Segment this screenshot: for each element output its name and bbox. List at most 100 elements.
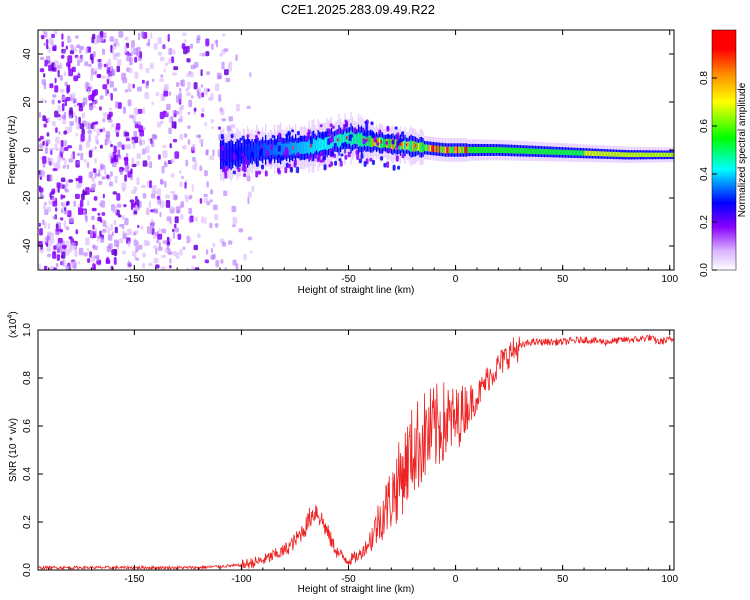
ridge-core [506, 147, 508, 154]
heatmap-cell [236, 103, 240, 112]
heatmap-cell [182, 145, 187, 150]
heatmap-blob [348, 134, 352, 142]
heatmap-cell [163, 68, 166, 73]
heatmap-cell [181, 175, 184, 179]
heatmap-cell [137, 86, 142, 92]
heatmap-cell [88, 94, 93, 101]
heatmap-cell [159, 111, 165, 120]
heatmap-cell [169, 264, 172, 269]
heatmap-cell [76, 161, 80, 165]
heatmap-cell [60, 201, 64, 206]
heatmap-cell [138, 244, 143, 250]
ridge-core [594, 151, 597, 157]
heatmap-blob [369, 157, 373, 162]
heatmap-cell [38, 241, 43, 247]
heatmap-cell [53, 245, 57, 250]
heatmap-cell [81, 128, 85, 135]
ridge-core [393, 139, 396, 149]
x-tick-label: -50 [341, 274, 356, 285]
heatmap-cell [130, 174, 133, 181]
heatmap-cell [187, 125, 191, 129]
heatmap-blob [224, 173, 228, 179]
ridge-core [302, 141, 304, 154]
ridge-core [534, 148, 537, 155]
heatmap-cell [54, 231, 60, 236]
heatmap-cell [46, 132, 50, 137]
heatmap-blob [277, 169, 281, 175]
ridge-core [248, 145, 250, 159]
ridge-core [639, 152, 641, 157]
ridge-core [623, 152, 625, 157]
heatmap-cell [51, 33, 55, 38]
ridge-core [498, 147, 501, 153]
heatmap-cell [198, 134, 201, 139]
heatmap-cell [222, 33, 226, 37]
ridge-core [630, 152, 632, 158]
ridge-core [645, 152, 647, 158]
snr-x-axis: -150 -100 -50 0 50 100 [48, 330, 678, 585]
heatmap-cell [224, 69, 229, 76]
colorbar-tick-label: 0.8 [699, 71, 710, 85]
heatmap-blob [386, 125, 390, 132]
ridge-core [354, 134, 357, 144]
heatmap-cell [180, 79, 183, 86]
ridge-core [274, 142, 276, 157]
ridge-core [383, 139, 385, 148]
heatmap-cell [169, 220, 172, 224]
heatmap-cell [59, 147, 65, 154]
heatmap-cell [45, 39, 49, 44]
heatmap-cell [206, 181, 209, 188]
ridge-core [653, 152, 655, 157]
ridge-core [467, 146, 469, 153]
heatmap-cell [131, 40, 135, 48]
heatmap-cell [203, 197, 209, 203]
heatmap-cell [112, 44, 117, 50]
ridge-core [509, 147, 511, 154]
heatmap-blob [365, 132, 369, 138]
heatmap-cell [200, 113, 205, 118]
heatmap-cell [42, 156, 47, 164]
heatmap-cell [133, 210, 138, 215]
ridge-core [223, 147, 225, 163]
heatmap-cell [113, 219, 117, 226]
ridge-core [531, 148, 534, 154]
heatmap-cell [44, 59, 48, 67]
heatmap-cell [205, 38, 210, 47]
heatmap-cell [66, 164, 70, 170]
y-tick-label: -40 [22, 238, 33, 253]
heatmap-cell [215, 83, 220, 91]
heatmap-cell [183, 39, 187, 43]
heatmap-blob [246, 138, 250, 144]
heatmap-cell [108, 181, 113, 187]
heatmap-cell [215, 260, 220, 268]
heatmap-blob [285, 149, 289, 156]
heatmap-cell [43, 42, 47, 46]
heatmap-cell [74, 250, 78, 257]
heatmap-cell [91, 177, 95, 183]
ridge-core [459, 146, 462, 154]
ridge-core [495, 147, 498, 153]
heatmap-cell [144, 91, 150, 99]
heatmap-blob [255, 170, 259, 178]
heatmap-cell [166, 103, 171, 111]
heatmap-cell [114, 226, 118, 234]
heatmap-cell [152, 245, 158, 249]
heatmap-cell [112, 205, 117, 214]
heatmap-blob [255, 162, 259, 167]
ridge-core [545, 149, 547, 155]
ridge-core [401, 141, 403, 149]
heatmap-cell [147, 155, 151, 160]
ridge-core [596, 151, 598, 157]
heatmap-cell [211, 43, 214, 50]
heatmap-cell [78, 116, 81, 125]
heatmap-cell [92, 263, 96, 270]
ridge-core [417, 143, 420, 151]
heatmap-cell [228, 116, 233, 122]
ridge-core [581, 150, 583, 156]
heatmap-cell [55, 148, 59, 151]
heatmap-cell [81, 57, 84, 62]
heatmap-cell [54, 85, 59, 93]
heatmap-cell [96, 128, 101, 136]
x-tick-label: -100 [231, 274, 251, 285]
